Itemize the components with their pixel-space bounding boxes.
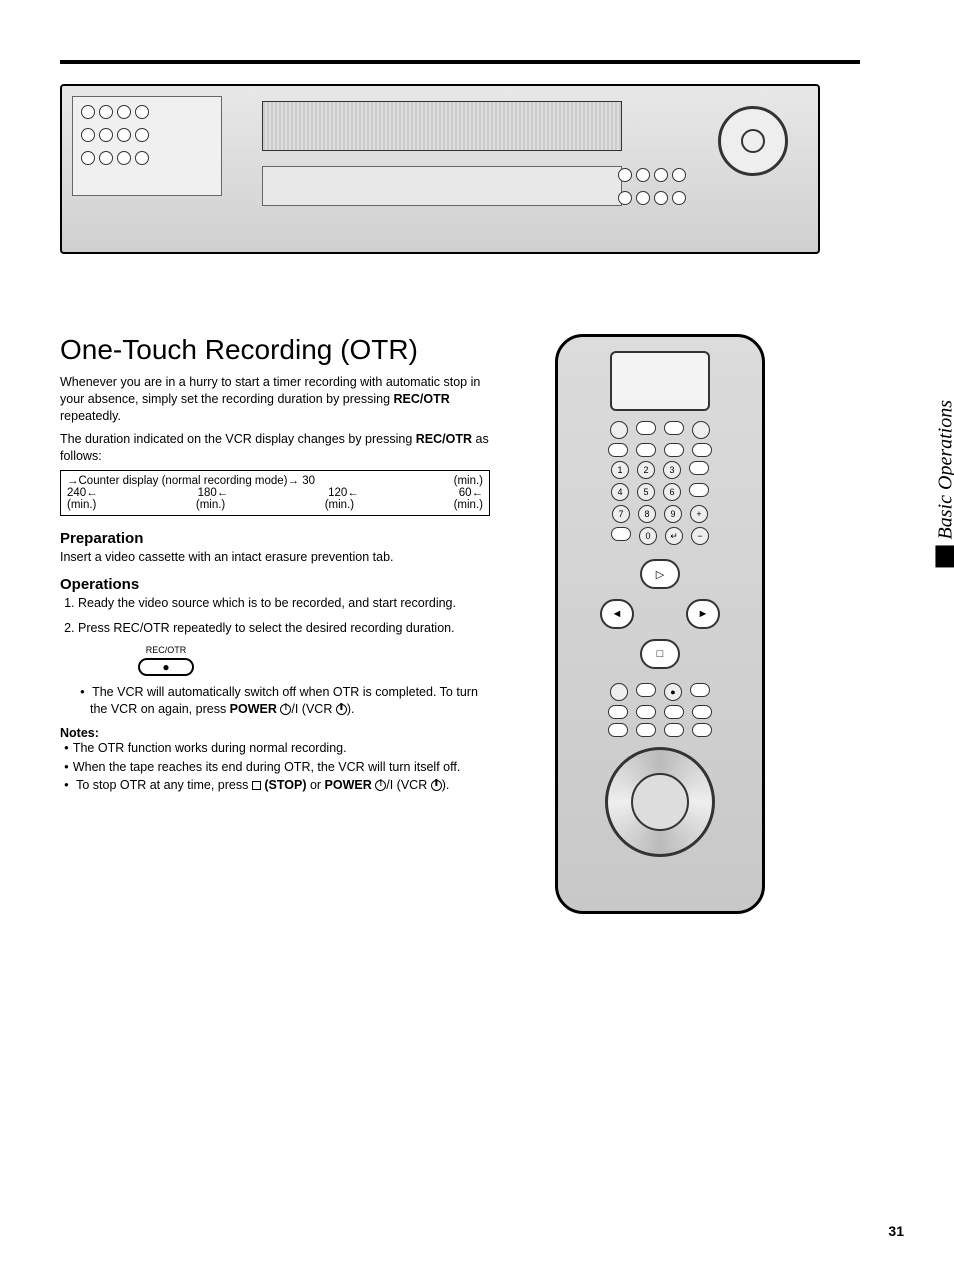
operation-step: Press REC/OTR repeatedly to select the d… [78,620,490,676]
preparation-heading: Preparation [60,530,490,547]
page-number: 31 [888,1223,904,1239]
top-rule [60,60,860,64]
vcr-front-illustration [60,84,820,254]
power-icon [375,780,386,791]
remote-lcd [610,351,710,411]
counter-unit: (min.) [454,475,483,487]
counter-unit: (min.) [196,499,225,511]
operation-step-text: Press REC/OTR repeatedly to select the d… [78,621,455,635]
bullet-bold: POWER [230,702,277,716]
vcr-panel-left [72,96,222,196]
ff-icon: ► [686,599,720,629]
note-item: When the tape reaches its end during OTR… [74,759,490,776]
content-column: One-Touch Recording (OTR) Whenever you a… [60,334,490,914]
counter-val: 180← [198,487,229,499]
operation-step: Ready the video source which is to be re… [78,595,490,612]
counter-val: 60← [459,487,483,499]
remote-jog-dial [605,747,715,857]
remote-digit: 7 [612,505,630,523]
intro-text: The duration indicated on the VCR displa… [60,432,416,446]
intro-bold: REC/OTR [394,392,450,406]
sub-bullet: The VCR will automatically switch off wh… [90,684,490,718]
preparation-text: Insert a video cassette with an intact e… [60,549,490,566]
page-title: One-Touch Recording (OTR) [60,334,490,366]
vcr-small-buttons [616,166,688,212]
counter-unit: (min.) [325,499,354,511]
counter-top-row: →Counter display (normal recording mode)… [67,475,315,487]
intro-paragraph-2: The duration indicated on the VCR displa… [60,431,490,465]
remote-digit: 4 [611,483,629,501]
remote-digit: 6 [663,483,681,501]
note-bold: POWER [325,778,372,792]
vcr-cassette-slot [262,101,622,151]
counter-flow-box: →Counter display (normal recording mode)… [60,470,490,516]
section-tab-label: Basic Operations [934,400,954,539]
intro-paragraph-1: Whenever you are in a hurry to start a t… [60,374,490,425]
vcr-power-icon [610,683,628,701]
notes-heading: Notes: [60,726,490,740]
power-icon [280,704,291,715]
remote-digit: 3 [663,461,681,479]
remote-digit: 0 [639,527,657,545]
intro-bold: REC/OTR [416,432,472,446]
note-text: or [306,778,324,792]
operations-heading: Operations [60,576,490,593]
rew-icon: ◄ [600,599,634,629]
note-bold: (STOP) [264,778,306,792]
operations-list: Ready the video source which is to be re… [60,595,490,676]
note-text: ). [442,778,450,792]
remote-digit: 9 [664,505,682,523]
vcr-jog-dial [718,106,788,176]
counter-unit: (min.) [67,499,96,511]
remote-control-illustration: 123 456 789+ 0↵− ▷ □ ◄ ► ● [555,334,765,914]
power-icon [336,704,347,715]
remote-digit: 2 [637,461,655,479]
power-icon [431,780,442,791]
remote-digit: 5 [637,483,655,501]
play-icon: ▷ [640,559,680,589]
bullet-text: ). [347,702,355,716]
note-item: To stop OTR at any time, press (STOP) or… [74,777,490,794]
rec-otr-label: REC/OTR [146,645,187,655]
intro-text: repeatedly. [60,409,121,423]
note-text: To stop OTR at any time, press [76,778,252,792]
vcr-display-panel [262,166,622,206]
counter-unit: (min.) [454,499,483,511]
counter-val: 120← [328,487,359,499]
remote-dpad: ▷ □ ◄ ► [600,559,720,669]
bullet-text: /I (VCR [291,702,335,716]
remote-tv-power-icon [610,421,628,439]
note-item: The OTR function works during normal rec… [74,740,490,757]
section-tab-marker [935,545,954,567]
stop-icon [252,781,261,790]
stop-icon: □ [640,639,680,669]
rec-otr-button-icon: REC/OTR ● [138,641,194,676]
section-tab: Basic Operations [934,400,954,567]
sub-bullet-list: The VCR will automatically switch off wh… [76,684,490,718]
remote-digit: 1 [611,461,629,479]
note-text: /I (VCR [386,778,430,792]
remote-digit: 8 [638,505,656,523]
counter-val: 240← [67,487,98,499]
notes-list: The OTR function works during normal rec… [60,740,490,795]
